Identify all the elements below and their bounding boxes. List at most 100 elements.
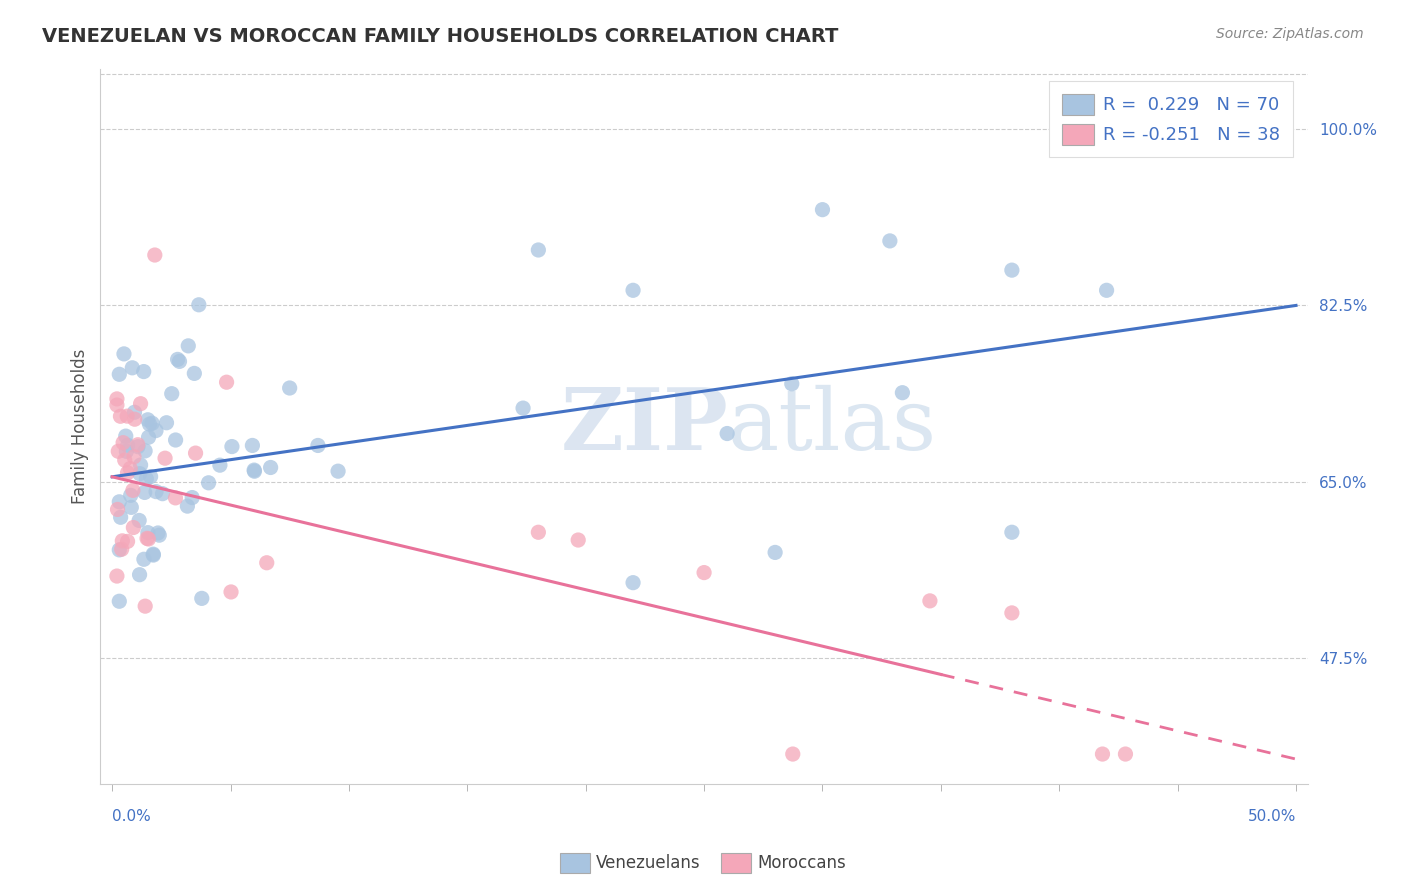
- Point: [1091, 747, 1114, 761]
- Legend: R =  0.229   N = 70, R = -0.251   N = 38: R = 0.229 N = 70, R = -0.251 N = 38: [1049, 81, 1292, 157]
- Point: [124, 405, 146, 419]
- Point: [136, 532, 159, 546]
- Point: [122, 483, 145, 498]
- Point: [259, 460, 281, 475]
- Point: [567, 533, 589, 547]
- Point: [139, 469, 162, 483]
- Point: [121, 360, 143, 375]
- Point: [108, 495, 131, 509]
- Point: [527, 243, 550, 257]
- Point: [693, 566, 716, 580]
- Point: [124, 412, 146, 426]
- Point: [134, 599, 156, 614]
- Point: [243, 464, 266, 478]
- Point: [763, 545, 786, 559]
- Point: [148, 528, 170, 542]
- Point: [120, 461, 142, 475]
- Text: Source: ZipAtlas.com: Source: ZipAtlas.com: [1216, 27, 1364, 41]
- Point: [110, 510, 132, 524]
- Point: [278, 381, 301, 395]
- Point: [122, 450, 145, 464]
- Point: [177, 339, 200, 353]
- Point: [918, 594, 941, 608]
- Point: [153, 451, 176, 466]
- Point: [219, 585, 242, 599]
- Point: [105, 392, 128, 406]
- Point: [107, 444, 129, 458]
- Point: [208, 458, 231, 472]
- Point: [107, 502, 129, 516]
- Point: [138, 417, 160, 432]
- Point: [128, 567, 150, 582]
- Point: [129, 397, 152, 411]
- Point: [134, 485, 156, 500]
- Point: [127, 440, 149, 454]
- Point: [127, 438, 149, 452]
- Point: [142, 548, 165, 562]
- Point: [176, 499, 198, 513]
- Point: [134, 443, 156, 458]
- Text: 50.0%: 50.0%: [1247, 810, 1296, 824]
- Point: [132, 552, 155, 566]
- Point: [112, 435, 135, 450]
- Point: [105, 398, 128, 412]
- Point: [115, 444, 138, 458]
- Point: [1001, 606, 1024, 620]
- Point: [136, 525, 159, 540]
- Point: [128, 467, 150, 481]
- Point: [527, 525, 550, 540]
- Point: [117, 534, 139, 549]
- Point: [160, 386, 183, 401]
- Point: [242, 438, 264, 452]
- Point: [115, 409, 138, 424]
- Point: [621, 575, 644, 590]
- Point: [512, 401, 534, 416]
- Point: [105, 569, 128, 583]
- Point: [183, 367, 205, 381]
- Point: [1095, 283, 1118, 297]
- Point: [152, 486, 174, 500]
- Point: [108, 594, 131, 608]
- Y-axis label: Family Households: Family Households: [72, 349, 89, 504]
- Text: 0.0%: 0.0%: [112, 810, 150, 824]
- Point: [110, 409, 132, 424]
- Point: [111, 533, 134, 548]
- Point: [108, 368, 131, 382]
- Point: [141, 417, 163, 431]
- Legend: Venezuelans, Moroccans: Venezuelans, Moroccans: [553, 847, 853, 880]
- Point: [120, 488, 142, 502]
- Point: [307, 438, 329, 452]
- Point: [114, 453, 136, 467]
- Point: [326, 464, 349, 478]
- Point: [181, 491, 204, 505]
- Text: VENEZUELAN VS MOROCCAN FAMILY HOUSEHOLDS CORRELATION CHART: VENEZUELAN VS MOROCCAN FAMILY HOUSEHOLDS…: [42, 27, 838, 45]
- Point: [146, 526, 169, 541]
- Point: [122, 520, 145, 534]
- Text: atlas: atlas: [728, 384, 938, 468]
- Point: [138, 532, 160, 546]
- Point: [129, 458, 152, 472]
- Point: [111, 542, 134, 557]
- Point: [136, 413, 159, 427]
- Point: [215, 375, 238, 389]
- Text: ZIP: ZIP: [561, 384, 728, 468]
- Point: [197, 475, 219, 490]
- Point: [112, 347, 135, 361]
- Point: [145, 424, 167, 438]
- Point: [256, 556, 278, 570]
- Point: [169, 354, 191, 368]
- Point: [221, 440, 243, 454]
- Point: [165, 433, 187, 447]
- Point: [1114, 747, 1136, 761]
- Point: [143, 248, 166, 262]
- Point: [184, 446, 207, 460]
- Point: [117, 438, 139, 452]
- Point: [243, 463, 266, 477]
- Point: [120, 500, 142, 515]
- Point: [716, 426, 738, 441]
- Point: [135, 472, 157, 486]
- Point: [108, 542, 131, 557]
- Point: [138, 430, 160, 444]
- Point: [142, 547, 165, 561]
- Point: [132, 365, 155, 379]
